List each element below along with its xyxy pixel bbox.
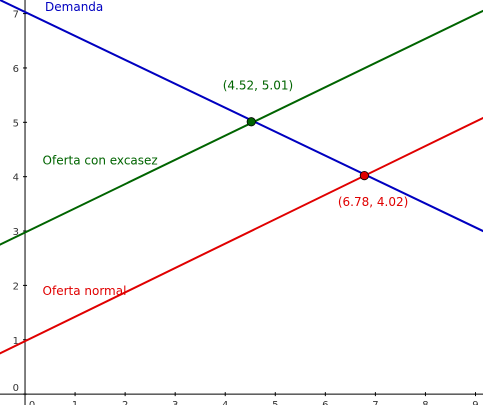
series-line-2 [0, 116, 483, 355]
x-tick-label: 2 [122, 400, 128, 405]
series-line-0 [0, 0, 483, 233]
intersection-label-0: (4.52, 5.01) [223, 79, 293, 93]
x-tick-label: 5 [272, 400, 278, 405]
series-label-2: Oferta normal [43, 284, 127, 298]
x-tick-labels: 0 1 2 3 4 5 6 7 8 9 [24, 392, 479, 405]
x-tick-label: 3 [172, 400, 178, 405]
y-tick-label: 3 [13, 227, 19, 238]
series-line-1 [0, 9, 483, 246]
intersection-points: (4.52, 5.01) (6.78, 4.02) [223, 79, 409, 209]
series-labels: Demanda Oferta con excasez Oferta normal [43, 0, 158, 298]
y-tick-label: 4 [13, 173, 19, 184]
x-tick-label: 7 [372, 400, 378, 405]
y-tick-label: 6 [13, 64, 19, 75]
x-tick-label: 4 [222, 400, 228, 405]
x-tick-label: 8 [422, 400, 428, 405]
series-lines [0, 0, 483, 355]
intersection-label-1: (6.78, 4.02) [338, 195, 408, 209]
x-tick-label: 9 [472, 400, 478, 405]
x-tick-label: 6 [322, 400, 328, 405]
y-tick-label: 5 [13, 118, 19, 129]
series-label-1: Oferta con excasez [43, 154, 158, 168]
y-tick-label: 7 [13, 10, 19, 21]
x-tick-label: 0 [29, 400, 35, 405]
y-tick-label: 2 [13, 281, 19, 292]
x-tick-label: 1 [72, 400, 78, 405]
y-tick-label: 0 [13, 383, 19, 394]
intersection-point-1 [359, 170, 369, 181]
y-tick-label: 1 [13, 336, 19, 347]
intersection-point-0 [246, 117, 256, 127]
series-label-0: Demanda [45, 0, 103, 14]
